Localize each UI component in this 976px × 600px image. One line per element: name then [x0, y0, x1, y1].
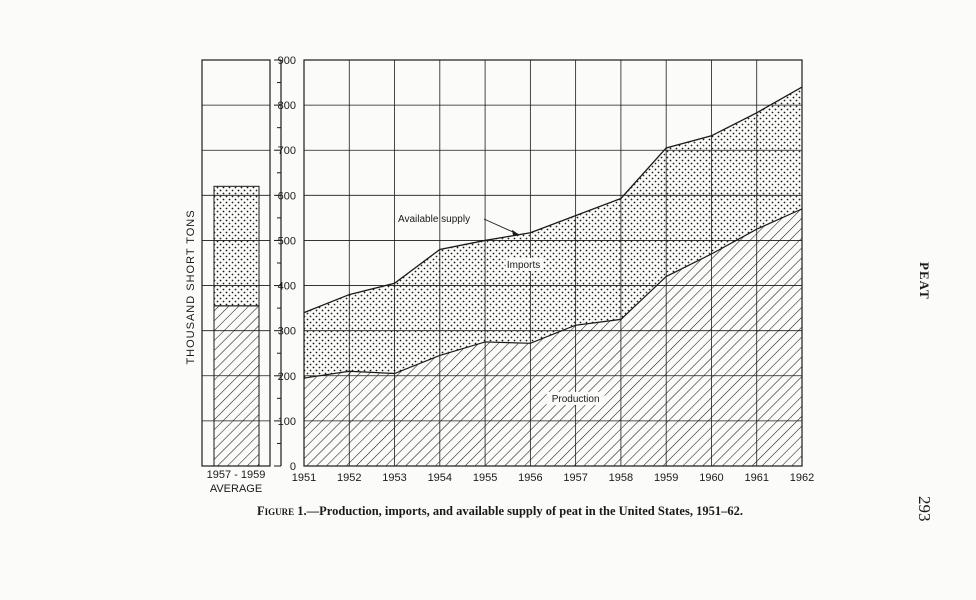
main-plot-areas: [303, 86, 803, 466]
y-tick-label-700: 700: [278, 145, 296, 157]
y-tick-label-200: 200: [278, 371, 296, 383]
main-plot-frame: [303, 59, 803, 467]
available-supply-label: Available supply: [398, 214, 470, 225]
x-tick-label-1958: 1958: [609, 472, 633, 484]
figure-caption: Figure 1.—Production, imports, and avail…: [0, 504, 976, 519]
inset-plot-frame: [201, 59, 271, 467]
available-supply-arrowhead: [512, 229, 520, 236]
y-tick-label-800: 800: [278, 100, 296, 112]
imports-area: [304, 87, 802, 379]
y-tick-label-0: 0: [290, 461, 296, 473]
y-tick-label-300: 300: [278, 326, 296, 338]
x-tick-label-1959: 1959: [654, 472, 678, 484]
production-line: [303, 208, 803, 379]
production-area: [304, 208, 802, 466]
y-tick-label-100: 100: [278, 416, 296, 428]
x-tick-label-1955: 1955: [473, 472, 497, 484]
x-tick-label-1957: 1957: [563, 472, 587, 484]
x-tick-label-1954: 1954: [428, 472, 452, 484]
x-tick-label-1961: 1961: [744, 472, 768, 484]
x-tick-label-1962: 1962: [790, 472, 814, 484]
y-tick-label-500: 500: [278, 235, 296, 247]
x-tick-label-1952: 1952: [337, 472, 361, 484]
y-tick-label-400: 400: [278, 281, 296, 293]
inset-imports-bar: [213, 185, 260, 307]
x-tick-label-1953: 1953: [382, 472, 406, 484]
inset-production-bar: [213, 305, 260, 467]
imports-label-backing: [505, 258, 544, 271]
y-axis-label: THOUSAND SHORT TONS: [185, 209, 197, 364]
inset-average-panel: [213, 185, 260, 467]
page-side-header: PEAT: [917, 262, 932, 300]
x-tick-label-1951: 1951: [292, 472, 316, 484]
inset-label-years: 1957 - 1959: [207, 469, 266, 481]
plot-frames: [201, 59, 803, 467]
figure-label: Figure 1.: [257, 504, 307, 518]
production-label-backing: [546, 392, 605, 405]
inset-label-average: AVERAGE: [210, 483, 262, 495]
page-number: 293: [915, 496, 934, 522]
x-tick-label-1960: 1960: [699, 472, 723, 484]
y-axis: 0 100 200 300 400 500 600 700 800 900: [274, 55, 296, 473]
y-tick-label-900: 900: [278, 55, 296, 67]
production-label: Production: [552, 394, 600, 405]
caption-text: —Production, imports, and available supp…: [306, 504, 743, 518]
annotations: Available supply Imports Production: [398, 214, 605, 405]
x-tick-label-1956: 1956: [518, 472, 542, 484]
x-axis: 1951 1952 1953 1954 1955 1956 1957 1958 1959 1960…: [292, 472, 814, 484]
y-tick-label-600: 600: [278, 190, 296, 202]
imports-label: Imports: [507, 260, 540, 271]
